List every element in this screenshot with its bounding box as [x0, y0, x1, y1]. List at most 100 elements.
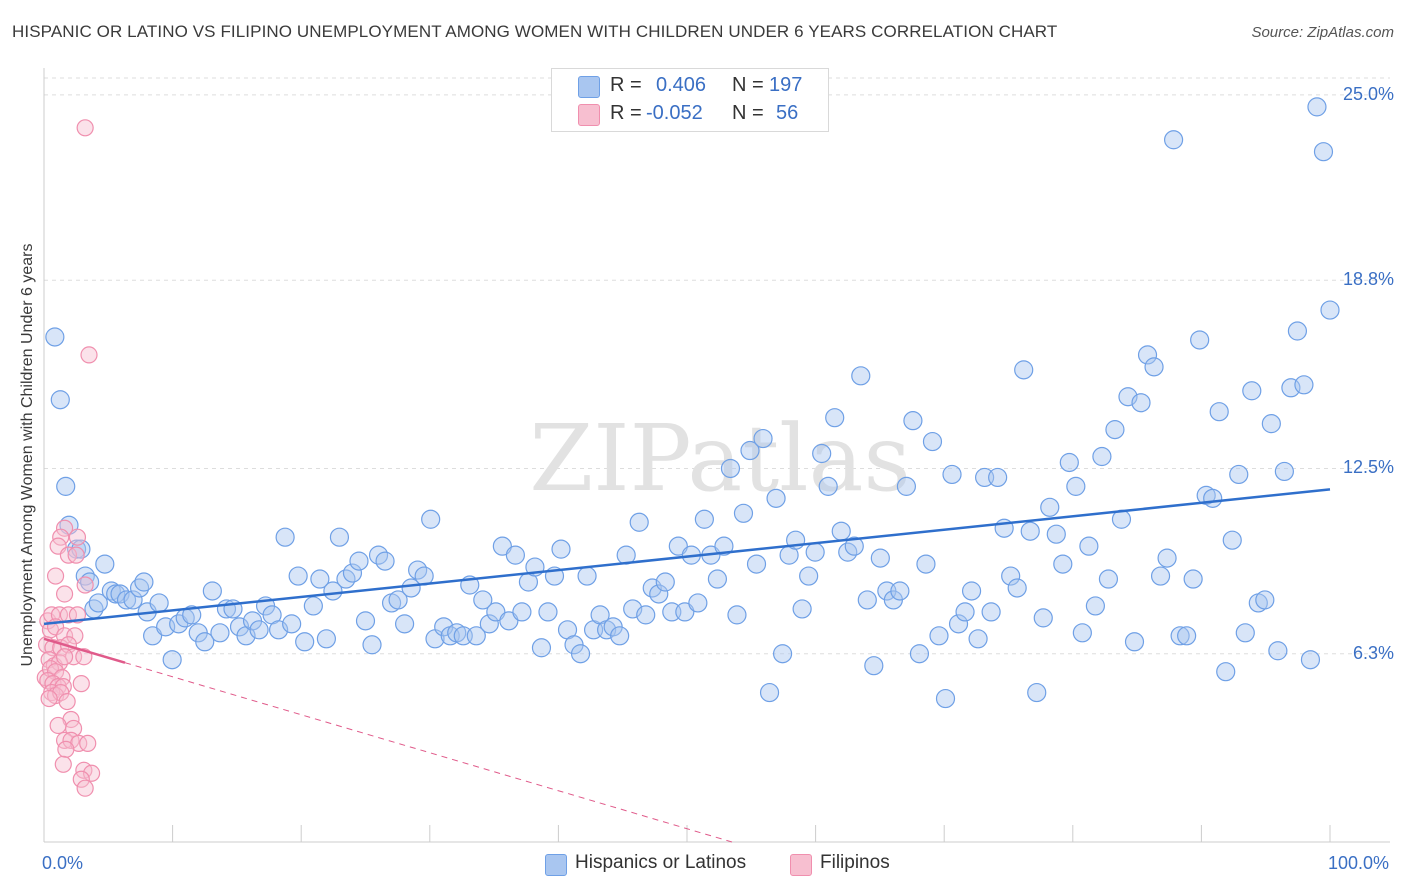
- point[interactable]: [1222, 530, 1242, 550]
- point[interactable]: [688, 593, 708, 613]
- point[interactable]: [67, 546, 85, 564]
- point[interactable]: [395, 614, 415, 634]
- point[interactable]: [636, 605, 656, 625]
- point[interactable]: [1235, 623, 1255, 643]
- point[interactable]: [727, 605, 747, 625]
- point[interactable]: [1313, 142, 1334, 162]
- point[interactable]: [1294, 375, 1314, 395]
- point[interactable]: [1300, 650, 1321, 670]
- point[interactable]: [53, 669, 71, 687]
- point[interactable]: [1059, 452, 1079, 473]
- point[interactable]: [1183, 569, 1203, 589]
- point[interactable]: [714, 536, 734, 556]
- point[interactable]: [1274, 461, 1294, 482]
- point[interactable]: [275, 527, 295, 547]
- point[interactable]: [486, 602, 506, 622]
- point[interactable]: [58, 692, 76, 711]
- point[interactable]: [66, 627, 84, 645]
- point[interactable]: [288, 566, 308, 586]
- point[interactable]: [355, 611, 376, 631]
- point[interactable]: [851, 366, 871, 386]
- point[interactable]: [890, 581, 910, 601]
- point[interactable]: [116, 590, 137, 610]
- point[interactable]: [123, 590, 143, 610]
- point[interactable]: [453, 626, 473, 646]
- point[interactable]: [1066, 476, 1086, 496]
- point[interactable]: [1033, 608, 1053, 628]
- point[interactable]: [961, 581, 982, 601]
- point[interactable]: [870, 548, 890, 568]
- point[interactable]: [792, 599, 812, 619]
- point[interactable]: [55, 585, 74, 603]
- point[interactable]: [295, 632, 315, 652]
- point[interactable]: [54, 755, 72, 773]
- point[interactable]: [316, 629, 336, 649]
- point[interactable]: [50, 390, 70, 410]
- point[interactable]: [249, 620, 269, 640]
- point[interactable]: [182, 605, 202, 625]
- point[interactable]: [903, 411, 923, 431]
- point[interactable]: [825, 408, 845, 428]
- point[interactable]: [303, 596, 323, 616]
- point[interactable]: [95, 554, 115, 574]
- point[interactable]: [342, 563, 363, 583]
- point[interactable]: [929, 626, 949, 646]
- point[interactable]: [629, 512, 649, 532]
- point[interactable]: [1150, 566, 1171, 586]
- point[interactable]: [375, 551, 395, 571]
- point[interactable]: [1177, 626, 1197, 646]
- point[interactable]: [857, 590, 877, 610]
- point[interactable]: [1261, 414, 1281, 434]
- point[interactable]: [948, 614, 969, 634]
- point[interactable]: [76, 779, 94, 797]
- point[interactable]: [1092, 446, 1112, 467]
- point[interactable]: [1046, 524, 1066, 544]
- point[interactable]: [1268, 641, 1288, 661]
- point[interactable]: [1242, 381, 1262, 401]
- point[interactable]: [1079, 536, 1099, 556]
- point[interactable]: [675, 602, 695, 622]
- point[interactable]: [55, 731, 74, 749]
- point[interactable]: [1131, 393, 1151, 413]
- point[interactable]: [388, 590, 408, 610]
- point[interactable]: [1157, 548, 1177, 568]
- point[interactable]: [40, 689, 58, 708]
- point[interactable]: [46, 567, 65, 585]
- point[interactable]: [1216, 662, 1236, 682]
- point[interactable]: [772, 644, 793, 664]
- point[interactable]: [512, 602, 532, 622]
- point[interactable]: [329, 527, 350, 547]
- point[interactable]: [955, 602, 975, 622]
- point[interactable]: [538, 602, 558, 622]
- point[interactable]: [76, 576, 94, 594]
- point[interactable]: [88, 593, 108, 613]
- point[interactable]: [753, 428, 773, 449]
- point[interactable]: [720, 458, 741, 479]
- point[interactable]: [668, 536, 688, 556]
- point[interactable]: [1287, 321, 1308, 341]
- point[interactable]: [1014, 360, 1034, 380]
- point[interactable]: [844, 536, 864, 556]
- point[interactable]: [916, 554, 936, 574]
- point[interactable]: [1170, 626, 1190, 646]
- point[interactable]: [80, 346, 98, 364]
- point[interactable]: [1124, 632, 1145, 652]
- point[interactable]: [1163, 130, 1184, 150]
- point[interactable]: [1001, 566, 1021, 586]
- point[interactable]: [935, 688, 956, 709]
- point[interactable]: [195, 632, 215, 652]
- point[interactable]: [1105, 420, 1125, 440]
- point[interactable]: [499, 611, 519, 631]
- point[interactable]: [1072, 623, 1092, 643]
- point[interactable]: [349, 551, 369, 571]
- point[interactable]: [1137, 345, 1158, 365]
- point[interactable]: [1027, 682, 1047, 703]
- point[interactable]: [733, 503, 754, 523]
- point[interactable]: [149, 593, 169, 613]
- point[interactable]: [401, 578, 421, 598]
- point[interactable]: [45, 327, 65, 347]
- point[interactable]: [988, 467, 1008, 488]
- point[interactable]: [1053, 554, 1073, 574]
- point[interactable]: [106, 584, 126, 604]
- point[interactable]: [55, 648, 74, 666]
